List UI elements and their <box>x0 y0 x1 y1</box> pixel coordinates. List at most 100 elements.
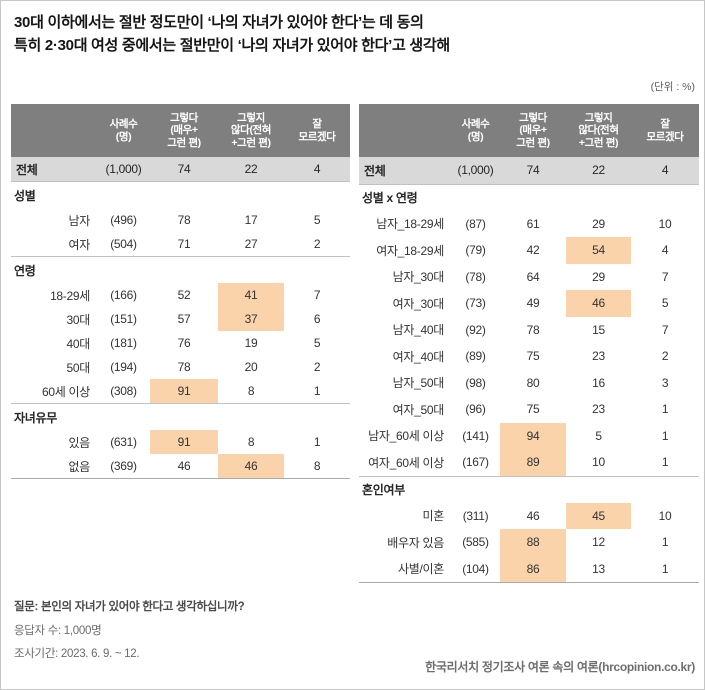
row-label: 배우자 있음 <box>387 535 444 550</box>
value-cell: 88 <box>500 529 566 556</box>
group-label: 혼인여부 <box>359 475 699 503</box>
footer-question: 질문: 본인의 자녀가 있어야 한다고 생각하십니까? <box>14 601 245 613</box>
footer-period: 조사기간: 2023. 6. 9. ~ 12. <box>14 648 140 660</box>
figure-title: 30대 이하에서는 절반 정도만이 ‘나의 자녀가 있어야 한다’는 데 동의 … <box>14 11 450 57</box>
value-cell: 89 <box>500 449 566 476</box>
sample-size-cell: (73) <box>465 296 486 311</box>
sample-size-cell: (98) <box>465 375 486 390</box>
value-cell: 13 <box>566 555 631 583</box>
sample-size-cell: (308) <box>110 384 137 398</box>
row-label: 여자 <box>68 237 91 252</box>
header-row: 사례수 (명) 그렇다 (매우+ 그런 편) 그렇지 않다(전혀 +그런 편) 잘 모르겠다 <box>11 104 350 157</box>
value-cell: 29 <box>592 216 605 231</box>
value-cell: 1 <box>661 535 669 550</box>
value-cell: 76 <box>177 336 191 350</box>
data-row: 여자_50대 (96) 75 23 1 <box>359 396 699 423</box>
sample-size-cell: (151) <box>110 312 137 326</box>
data-row: 남자_40대 (92) 78 15 7 <box>359 317 699 344</box>
data-row: 남자 (496) 78 17 5 <box>11 208 350 232</box>
value-cell: 19 <box>244 336 258 350</box>
value-cell: 54 <box>566 237 631 264</box>
value-cell: 1 <box>661 428 669 443</box>
sample-size-cell: (92) <box>465 322 486 337</box>
value-cell: 5 <box>313 336 321 350</box>
row-label: 전체 <box>11 157 97 182</box>
group-row: 성별 x 연령 <box>359 183 699 211</box>
value-cell: 80 <box>526 375 540 390</box>
value-cell: 71 <box>177 237 191 251</box>
value-cell: 91 <box>150 430 218 454</box>
value-cell: 52 <box>177 288 191 302</box>
value-cell: 23 <box>592 349 605 364</box>
header-cell-empty <box>11 104 97 157</box>
value-cell: 23 <box>592 402 605 417</box>
sample-size-cell: (369) <box>97 454 150 479</box>
row-label: 없음 <box>11 454 97 479</box>
value-cell: 64 <box>526 269 540 284</box>
group-label: 자녀유무 <box>11 403 350 430</box>
row-label: 여자_60세 이상 <box>368 455 444 470</box>
group-row: 성별 <box>11 181 350 208</box>
footer-respondents: 응답자 수: 1,000명 <box>14 625 102 637</box>
row-label: 남자_50대 <box>392 376 445 391</box>
row-label: 남자_18-29세 <box>376 217 444 232</box>
data-row: 여자_40대 (89) 75 23 2 <box>359 343 699 370</box>
data-row: 있음 (631) 91 8 1 <box>11 430 350 454</box>
sample-size-cell: (79) <box>465 243 486 258</box>
value-cell: 22 <box>218 157 284 182</box>
header-cell: 그렇지 않다(전혀 +그런 편) <box>566 104 631 157</box>
value-cell: 46 <box>566 290 631 317</box>
sample-size-cell: (104) <box>451 555 500 583</box>
data-row: 50대 (194) 78 20 2 <box>11 355 350 379</box>
value-cell: 46 <box>218 454 284 479</box>
value-cell: 10 <box>592 455 605 470</box>
data-row: 사별/이혼 (104) 86 13 1 <box>359 555 699 583</box>
data-row: 여자_18-29세 (79) 42 54 4 <box>359 237 699 264</box>
data-row: 미혼 (311) 46 45 10 <box>359 502 699 529</box>
header-row: 사례수 (명) 그렇다 (매우+ 그런 편) 그렇지 않다(전혀 +그런 편) 잘 모르겠다 <box>359 104 699 157</box>
value-cell: 7 <box>313 288 321 302</box>
row-label: 사별/이혼 <box>359 555 451 583</box>
value-cell: 57 <box>177 312 191 326</box>
value-cell: 37 <box>218 307 284 331</box>
value-cell: 2 <box>661 349 669 364</box>
group-row: 자녀유무 <box>11 403 350 430</box>
group-label: 성별 x 연령 <box>359 183 699 211</box>
value-cell: 1 <box>313 384 321 398</box>
value-cell: 22 <box>566 157 631 184</box>
value-cell: 91 <box>150 379 218 404</box>
value-cell: 2 <box>313 237 321 251</box>
sample-size-cell: (89) <box>465 349 486 364</box>
data-row: 없음 (369) 46 46 8 <box>11 454 350 479</box>
value-cell: 78 <box>177 360 191 374</box>
value-cell: 5 <box>661 296 669 311</box>
value-cell: 45 <box>566 502 631 529</box>
row-label: 여자_40대 <box>392 349 445 364</box>
value-cell: 1 <box>631 555 699 583</box>
row-label: 40대 <box>66 336 91 351</box>
left-results-table: 사례수 (명) 그렇다 (매우+ 그런 편) 그렇지 않다(전혀 +그런 편) 잘 모르겠다 전체… <box>11 104 350 479</box>
value-cell: 41 <box>218 283 284 307</box>
sample-size-cell: (311) <box>462 508 489 523</box>
value-cell: 5 <box>595 428 602 443</box>
row-label: 전체 <box>359 157 451 184</box>
group-row: 혼인여부 <box>359 475 699 503</box>
value-cell: 2 <box>313 360 321 374</box>
sample-size-cell: (194) <box>110 360 137 374</box>
value-cell: 8 <box>247 384 255 398</box>
header-cell: 그렇지 않다(전혀 +그런 편) <box>218 104 284 157</box>
value-cell: 75 <box>526 402 540 417</box>
row-label: 여자_50대 <box>392 402 445 417</box>
value-cell: 29 <box>592 269 605 284</box>
data-row: 40대 (181) 76 19 5 <box>11 331 350 355</box>
value-cell: 4 <box>284 157 350 182</box>
value-cell: 78 <box>177 213 191 227</box>
row-label: 남자 <box>68 213 91 228</box>
sample-size-cell: (504) <box>110 237 137 251</box>
value-cell: 46 <box>526 508 540 523</box>
value-cell: 42 <box>526 243 540 258</box>
group-label: 연령 <box>11 256 350 283</box>
row-label: 여자_18-29세 <box>376 243 444 258</box>
data-row: 남자_60세 이상 (141) 94 5 1 <box>359 422 699 449</box>
value-cell: 5 <box>313 213 321 227</box>
